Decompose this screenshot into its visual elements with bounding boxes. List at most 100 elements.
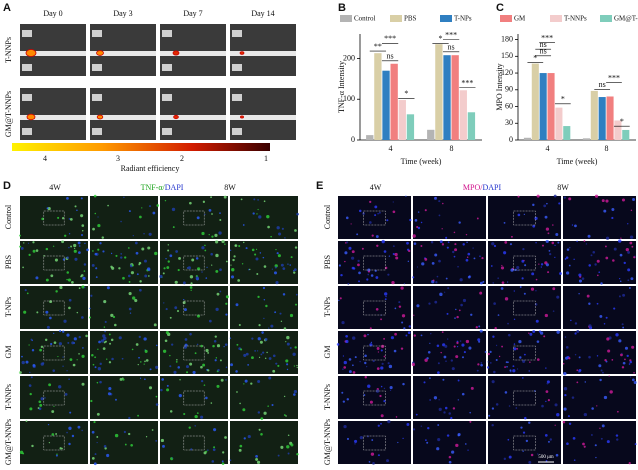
cell (599, 378, 602, 382)
cell (83, 263, 87, 266)
cell (278, 232, 282, 236)
cell (162, 272, 165, 275)
cell (40, 397, 44, 401)
cell (122, 378, 125, 381)
cell (52, 369, 56, 372)
cell (93, 462, 97, 466)
cell (413, 242, 417, 245)
cell (67, 341, 70, 344)
cell (413, 314, 415, 316)
cell (196, 216, 200, 220)
cell (225, 295, 229, 299)
cell (488, 414, 491, 417)
cell (130, 443, 133, 447)
cell (78, 245, 81, 247)
cell (556, 413, 560, 417)
cell (215, 269, 219, 273)
cell (412, 428, 416, 431)
cell (210, 252, 213, 256)
cell (97, 248, 100, 251)
cell (211, 235, 214, 238)
cell (596, 259, 600, 263)
micrograph (90, 196, 158, 239)
colorbar-tick: 4 (43, 154, 47, 163)
cell (582, 442, 585, 446)
micrograph (338, 286, 411, 329)
cell (370, 274, 374, 277)
cell (602, 371, 604, 374)
cell (613, 307, 616, 310)
cell (444, 406, 448, 410)
micrograph (563, 331, 636, 374)
cell (429, 342, 431, 344)
cell (260, 433, 263, 436)
cell (372, 360, 375, 363)
cell (420, 334, 423, 337)
cell (398, 305, 402, 308)
cell (216, 344, 221, 348)
cell (144, 259, 147, 263)
cell (369, 343, 373, 347)
cell (267, 405, 269, 407)
cell (584, 381, 587, 383)
cell (251, 337, 254, 340)
cell (53, 405, 55, 408)
cell (367, 384, 371, 388)
cell (84, 242, 86, 245)
cell (81, 229, 84, 232)
cell (599, 427, 601, 430)
cell (287, 263, 289, 265)
cell (243, 353, 247, 357)
cell (431, 261, 435, 265)
cell (134, 241, 138, 245)
cell (594, 194, 599, 198)
cell (293, 390, 298, 394)
cell (189, 362, 193, 366)
cell (375, 389, 380, 393)
cell (257, 295, 260, 299)
tail (90, 51, 156, 56)
cell (51, 410, 55, 413)
row-label: T-NNPs (4, 384, 13, 410)
significance: * (561, 95, 565, 104)
cell (264, 337, 268, 341)
zoom-box (183, 435, 205, 451)
cell (437, 438, 441, 442)
cell (242, 241, 245, 244)
cell (393, 349, 397, 353)
cell (437, 424, 440, 426)
colorbar-tick: 1 (264, 154, 268, 163)
cell (372, 462, 375, 465)
cell (363, 334, 367, 338)
cell (184, 338, 188, 341)
cell (32, 363, 36, 367)
cell (276, 252, 279, 255)
cell (566, 271, 570, 275)
cell (63, 319, 67, 323)
row-label: T-NPs (323, 297, 332, 317)
cell (91, 457, 95, 460)
cell (596, 355, 599, 357)
cell (153, 323, 157, 327)
cell (164, 199, 167, 202)
cell (342, 400, 345, 403)
cell (81, 234, 84, 237)
cell (412, 276, 415, 279)
cell (167, 260, 170, 263)
cell (628, 462, 631, 465)
cell (155, 344, 158, 347)
micrograph (20, 241, 88, 284)
cell (380, 414, 384, 418)
row-label: T-NNPs (323, 384, 332, 410)
cell (166, 384, 169, 387)
cell (430, 241, 434, 244)
cell (528, 370, 531, 372)
cell (509, 243, 513, 246)
cell (568, 246, 571, 249)
row-label: Control (4, 204, 13, 229)
cell (586, 294, 590, 298)
cell (377, 351, 380, 353)
cell (426, 441, 429, 444)
cell (280, 445, 284, 449)
cell (529, 332, 533, 336)
